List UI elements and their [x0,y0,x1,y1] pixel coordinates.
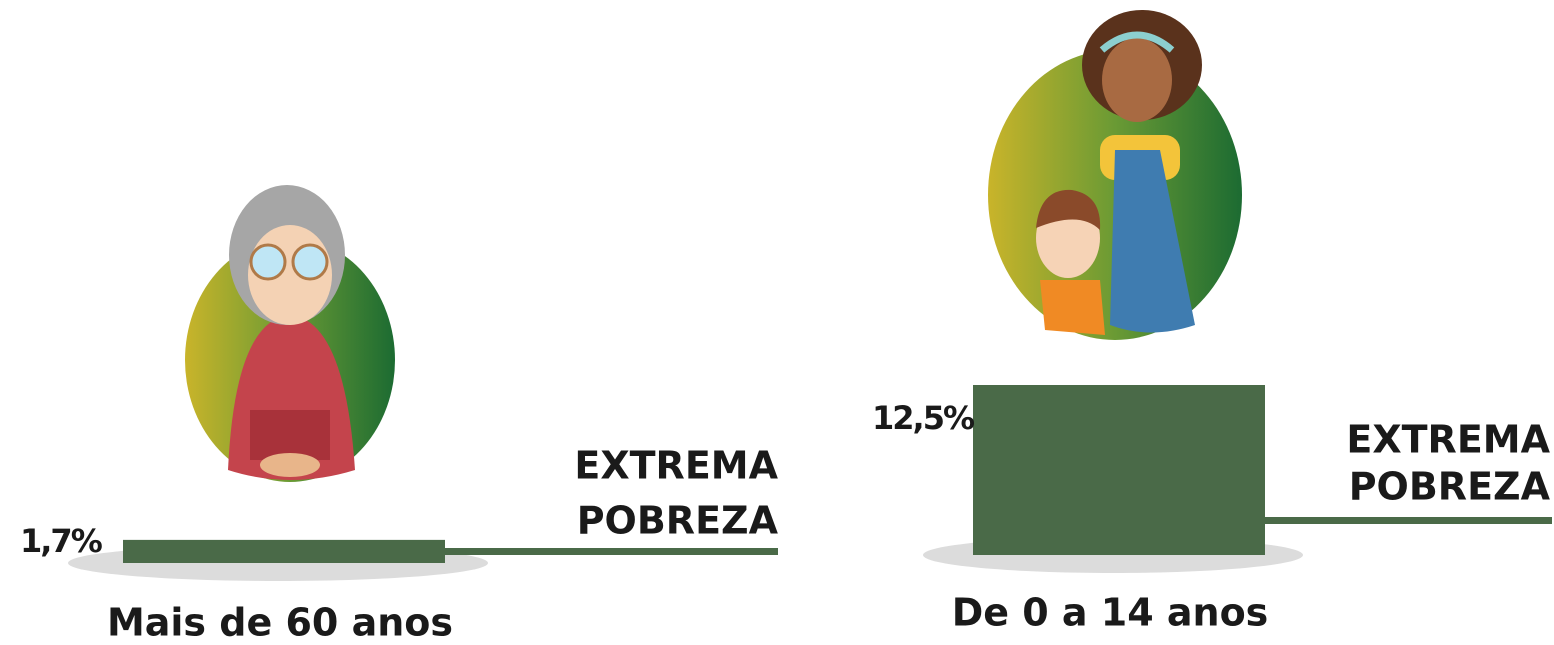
annotation: POBREZA [1349,465,1551,509]
category-label: De 0 a 14 anos [952,591,1269,635]
annotation: POBREZA [577,499,779,543]
annotation: EXTREMA [1346,418,1550,462]
annotation: EXTREMA [574,444,778,488]
elder-illustration [185,185,395,482]
poverty-line [1265,517,1552,524]
children-illustration [988,10,1242,340]
category-label: Mais de 60 anos [107,601,453,645]
poverty-line [445,548,778,555]
bar [973,385,1265,555]
bar [123,539,445,563]
value-label: 1,7% [20,522,103,560]
value-label: 12,5% [872,399,975,437]
